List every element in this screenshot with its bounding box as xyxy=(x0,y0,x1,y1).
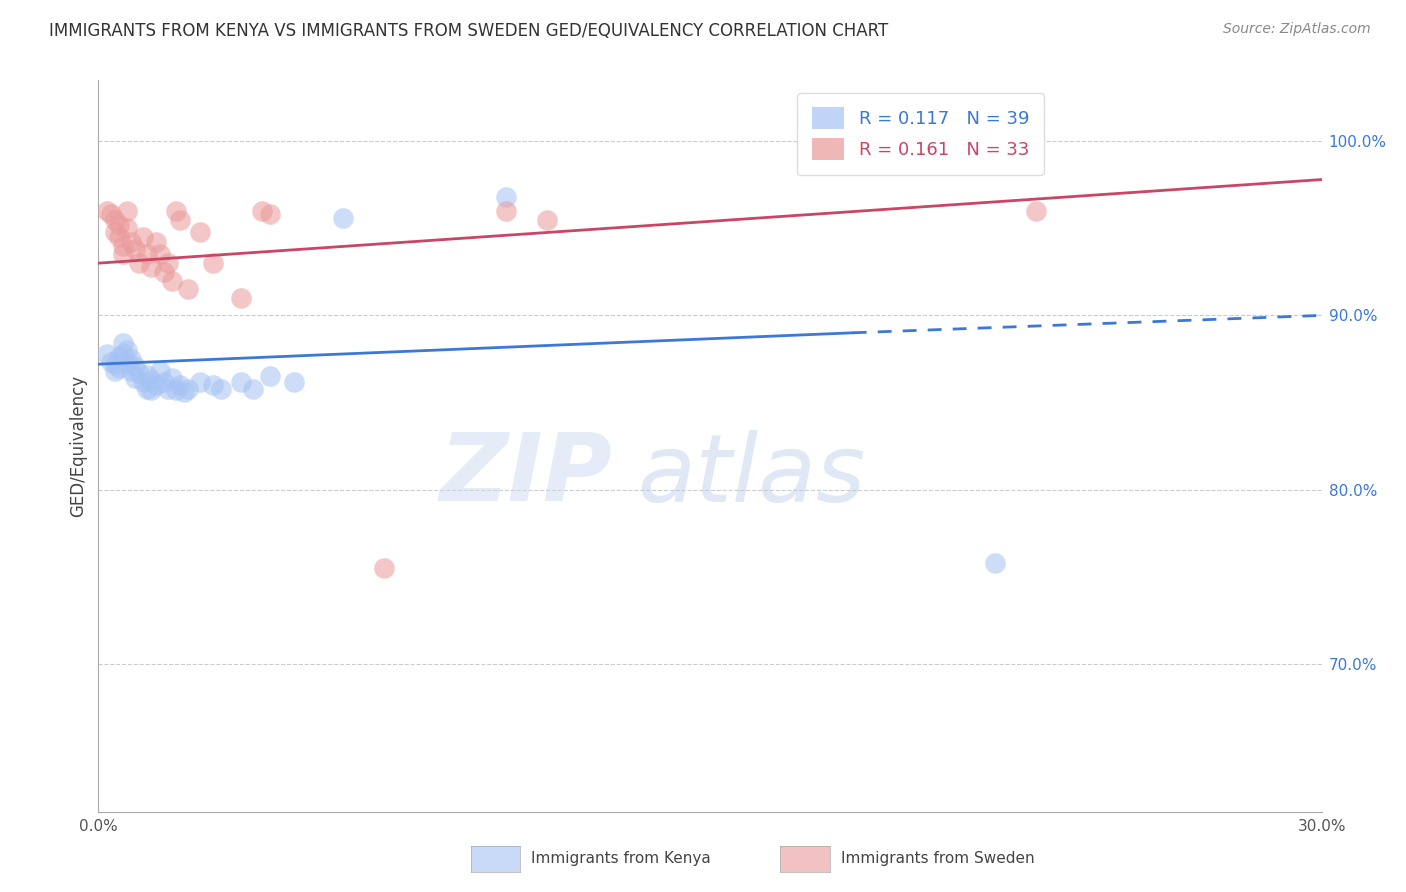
Point xyxy=(124,242,146,256)
Legend: R = 0.117   N = 39, R = 0.161   N = 33: R = 0.117 N = 39, R = 0.161 N = 33 xyxy=(797,93,1043,175)
Point xyxy=(373,561,395,575)
Point xyxy=(177,282,200,296)
Point xyxy=(332,211,354,225)
Point xyxy=(231,291,253,305)
Point xyxy=(96,347,118,361)
Point xyxy=(108,218,131,232)
Point xyxy=(100,355,122,369)
Point xyxy=(149,364,172,378)
Point xyxy=(169,378,191,392)
Point xyxy=(536,212,558,227)
Point xyxy=(132,230,155,244)
Point xyxy=(108,360,131,375)
Point xyxy=(111,247,134,261)
Point xyxy=(141,384,163,398)
Point xyxy=(111,238,134,252)
Point xyxy=(111,347,134,361)
Point xyxy=(1025,203,1047,218)
Point xyxy=(120,364,142,378)
Point xyxy=(104,225,127,239)
Point xyxy=(259,207,281,221)
Point xyxy=(152,265,174,279)
Point xyxy=(259,369,281,384)
Text: Immigrants from Kenya: Immigrants from Kenya xyxy=(531,852,711,866)
Point xyxy=(96,203,118,218)
Point xyxy=(136,247,159,261)
Y-axis label: GED/Equivalency: GED/Equivalency xyxy=(69,375,87,517)
Point xyxy=(177,382,200,396)
Point xyxy=(104,212,127,227)
Point xyxy=(156,382,179,396)
Text: ZIP: ZIP xyxy=(439,429,612,521)
Text: atlas: atlas xyxy=(637,430,865,521)
Point xyxy=(495,190,517,204)
Point xyxy=(984,556,1007,570)
Point xyxy=(173,384,195,399)
Point xyxy=(115,355,138,369)
Point xyxy=(149,247,172,261)
Point xyxy=(141,373,163,387)
Point xyxy=(152,375,174,389)
Point xyxy=(132,375,155,389)
Point xyxy=(209,382,232,396)
Point xyxy=(188,375,212,389)
Point xyxy=(201,378,224,392)
Point xyxy=(201,256,224,270)
Point xyxy=(104,357,127,371)
Text: IMMIGRANTS FROM KENYA VS IMMIGRANTS FROM SWEDEN GED/EQUIVALENCY CORRELATION CHAR: IMMIGRANTS FROM KENYA VS IMMIGRANTS FROM… xyxy=(49,22,889,40)
Text: Immigrants from Sweden: Immigrants from Sweden xyxy=(841,852,1035,866)
Point xyxy=(136,382,159,396)
Point xyxy=(242,382,264,396)
Point xyxy=(124,359,146,373)
Point xyxy=(250,203,273,218)
Point xyxy=(104,364,127,378)
Point xyxy=(128,256,150,270)
Point xyxy=(231,375,253,389)
Point xyxy=(495,203,517,218)
Point xyxy=(111,336,134,351)
Point xyxy=(128,366,150,380)
Point xyxy=(136,368,159,382)
Point xyxy=(115,221,138,235)
Text: Source: ZipAtlas.com: Source: ZipAtlas.com xyxy=(1223,22,1371,37)
Point xyxy=(124,371,146,385)
Point xyxy=(115,343,138,358)
Point xyxy=(145,235,167,250)
Point xyxy=(169,212,191,227)
Point xyxy=(165,384,187,398)
Point xyxy=(156,256,179,270)
Point xyxy=(188,225,212,239)
Point xyxy=(145,378,167,392)
Point xyxy=(160,274,183,288)
Point xyxy=(141,260,163,274)
Point xyxy=(108,350,131,364)
Point xyxy=(115,203,138,218)
Point xyxy=(120,351,142,366)
Point xyxy=(108,230,131,244)
Point xyxy=(160,371,183,385)
Point xyxy=(165,203,187,218)
Point xyxy=(120,235,142,250)
Point xyxy=(283,375,305,389)
Point xyxy=(100,207,122,221)
